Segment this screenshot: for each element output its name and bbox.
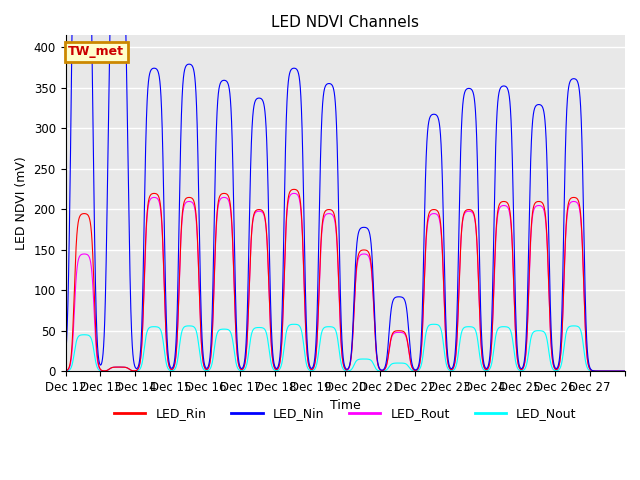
LED_Nout <box>621 368 629 374</box>
LED_Rin <box>117 364 125 370</box>
LED_Rin <box>61 368 69 374</box>
LED_Nin <box>621 368 629 374</box>
X-axis label: Time: Time <box>330 399 360 412</box>
LED_Nin <box>61 353 69 359</box>
LED_Nout <box>203 368 211 373</box>
LED_Rout <box>598 368 606 374</box>
LED_Nout <box>430 322 438 327</box>
LED_Rout <box>521 360 529 366</box>
LED_Nout <box>117 364 125 370</box>
LED_Nin <box>598 368 606 374</box>
LED_Nin <box>521 355 529 361</box>
LED_Rin <box>290 187 298 192</box>
LED_Rout <box>117 364 125 370</box>
Legend: LED_Rin, LED_Nin, LED_Rout, LED_Nout: LED_Rin, LED_Nin, LED_Rout, LED_Nout <box>109 402 581 425</box>
LED_Rin <box>559 319 566 324</box>
Line: LED_Rin: LED_Rin <box>65 190 625 371</box>
LED_Rout <box>203 367 211 372</box>
LED_Rin <box>598 368 606 374</box>
Line: LED_Rout: LED_Rout <box>65 193 625 371</box>
LED_Rin <box>621 368 629 374</box>
LED_Rout <box>508 223 515 229</box>
LED_Nin <box>508 119 515 125</box>
Text: TW_met: TW_met <box>68 46 124 59</box>
LED_Rout <box>290 191 298 196</box>
LED_Nout <box>508 329 515 335</box>
LED_Rout <box>559 320 566 326</box>
LED_Nin <box>559 285 566 291</box>
LED_Rout <box>621 368 629 374</box>
LED_Nin <box>203 365 211 371</box>
LED_Nout <box>61 368 69 374</box>
Y-axis label: LED NDVI (mV): LED NDVI (mV) <box>15 156 28 250</box>
LED_Rin <box>521 360 529 366</box>
LED_Rout <box>61 368 69 374</box>
LED_Rin <box>508 220 515 226</box>
LED_Nout <box>559 355 566 361</box>
LED_Nout <box>598 368 606 374</box>
LED_Rin <box>203 367 211 372</box>
LED_Nout <box>521 366 529 372</box>
Title: LED NDVI Channels: LED NDVI Channels <box>271 15 419 30</box>
Line: LED_Nin: LED_Nin <box>65 0 625 371</box>
Line: LED_Nout: LED_Nout <box>65 324 625 371</box>
